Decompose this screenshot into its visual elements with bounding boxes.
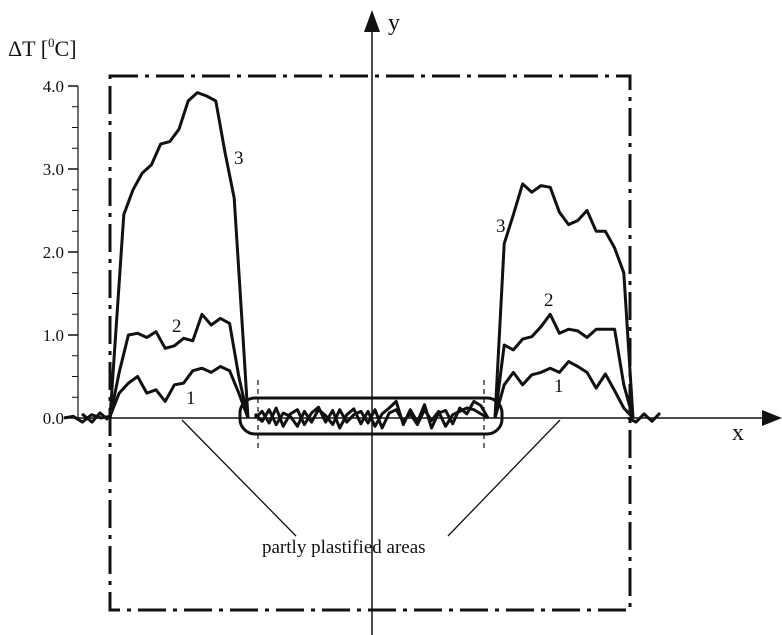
y-tick-label: 4.0 [43,77,64,96]
y-scale-ticks [68,85,78,419]
y-scale: 4.0 3.0 2.0 1.0 0.0 [43,77,79,428]
series-labels: 1 1 2 2 3 3 [172,148,564,409]
y-tick-label: 3.0 [43,160,64,179]
series-1-left-curve [63,365,250,424]
annotation-leader-left [181,419,297,537]
annotation-text: partly plastified areas [262,537,426,558]
series-1-label-right: 1 [554,376,564,397]
y-axis-label: y [388,10,400,36]
middle-noise-curve-2 [253,406,489,430]
y-tick-labels: 4.0 3.0 2.0 1.0 0.0 [43,77,64,428]
x-axis-arrow [762,410,782,426]
series-3-label-left: 3 [234,148,244,169]
series-2-left-curve [108,312,250,419]
series-2-label-right: 2 [544,290,554,311]
y-axis-title: ΔT [0C] [8,35,77,61]
y-tick-label: 1.0 [43,326,64,345]
middle-zone-outline [238,396,504,436]
y-axis-title-part-1: ΔT [ [8,36,48,61]
y-axis-title-part-2: C] [55,36,77,61]
specimen-outline [108,74,632,612]
series-3-right-curve [493,182,635,419]
series-1-right-curve [493,360,635,420]
series-2-label-left: 2 [172,316,182,337]
y-tick-label: 2.0 [43,243,64,262]
series-1-label-left: 1 [186,388,196,409]
outer-noise-left [81,411,109,424]
x-axis-label: x [732,420,744,446]
y-axis-title-superscript: 0 [48,35,55,50]
series-2-right-curve [493,312,635,419]
y-axis-arrow [364,10,380,32]
annotation-leader-right [447,419,561,537]
series-3-left-curve [108,91,250,419]
series-curves [63,91,662,430]
series-3-label-right: 3 [496,216,506,237]
y-tick-label: 0.0 [43,409,64,428]
outer-noise-right [627,411,662,424]
